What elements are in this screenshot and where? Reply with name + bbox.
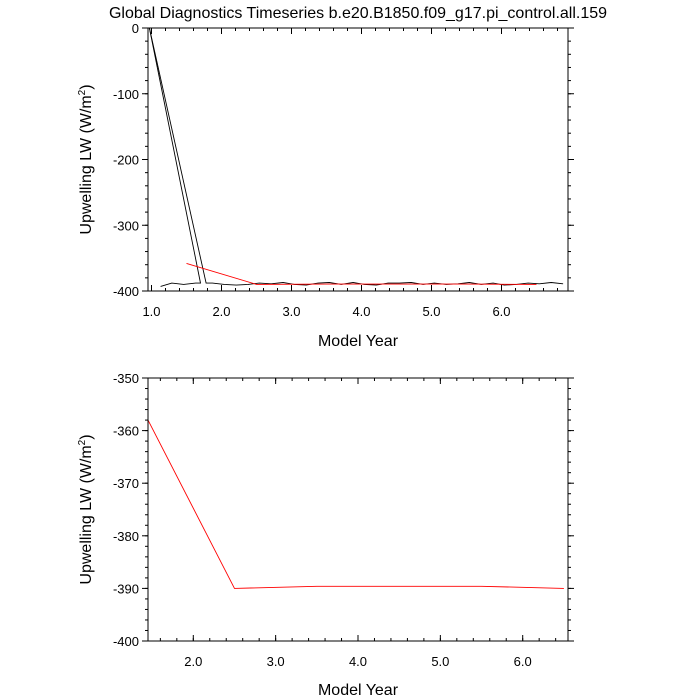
x-axis-title: Model Year (318, 333, 399, 350)
y-tick-label: -390 (113, 581, 139, 596)
x-tick-label: 4.0 (349, 654, 367, 669)
x-tick-label: 5.0 (422, 304, 440, 319)
y-tick-label: -360 (113, 424, 139, 439)
x-tick-label: 1.0 (142, 304, 160, 319)
x-tick-label: 6.0 (492, 304, 510, 319)
y-tick-label: -370 (113, 476, 139, 491)
series-line-2 (186, 262, 537, 285)
x-tick-label: 3.0 (282, 304, 300, 319)
plot-frame (147, 377, 569, 642)
top-panel: 1.0 2.0 3.0 4.0 5.0 6.0 0 -100 -200 -300 -400 Model… (77, 21, 574, 350)
bottom-panel: 2.0 3.0 4.0 5.0 6.0 -350 -360 -370 -380 -390 -400 M… (77, 371, 574, 699)
x-axis-title: Model Year (318, 682, 399, 699)
y-tick-label: -400 (113, 284, 139, 299)
y-tick-label: -380 (113, 529, 139, 544)
plot-frame (147, 27, 569, 292)
y-tick-label: -100 (113, 87, 139, 102)
y-tick-label: -300 (113, 218, 139, 233)
x-tick-label: 4.0 (352, 304, 370, 319)
series-line-0 (148, 27, 564, 286)
y-tick-label: -400 (113, 634, 139, 649)
chart-title: Global Diagnostics Timeseries b.e20.B185… (109, 5, 607, 22)
x-tick-label: 3.0 (267, 654, 285, 669)
x-tick-label: 5.0 (431, 654, 449, 669)
y-tick-label: -350 (113, 371, 139, 386)
y-tick-label: -200 (113, 153, 139, 168)
y-axis-title: Upwelling LW (W/m2) (77, 434, 95, 584)
series-line-1 (148, 27, 202, 287)
x-tick-label: 2.0 (212, 304, 230, 319)
x-tick-label: 2.0 (184, 654, 202, 669)
x-tick-label: 6.0 (514, 654, 532, 669)
series-line-0 (147, 419, 564, 589)
y-axis-title: Upwelling LW (W/m2) (77, 84, 95, 234)
y-tick-label: 0 (132, 21, 139, 36)
